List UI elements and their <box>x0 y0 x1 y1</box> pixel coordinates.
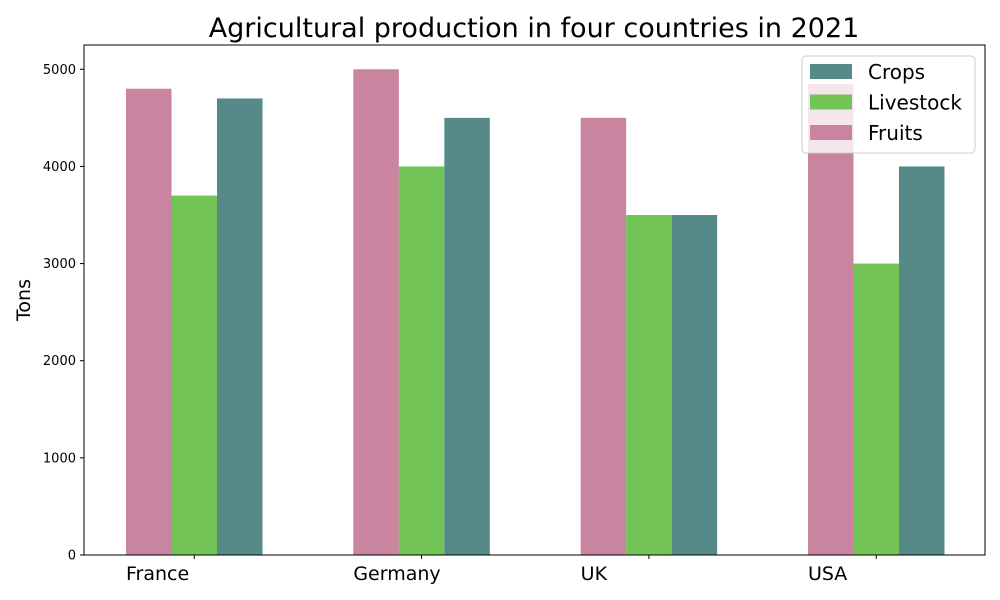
bar-crops-usa <box>898 166 945 555</box>
y-tick-label: 1000 <box>43 451 76 466</box>
bar-fruits-uk <box>580 117 627 555</box>
bar-crops-uk <box>671 215 718 555</box>
y-axis-ticks: 0 1000 2000 3000 4000 5000 <box>43 63 84 564</box>
bar-livestock-france <box>171 195 217 556</box>
x-tick-label: France <box>126 563 189 585</box>
bars-group <box>126 69 945 556</box>
legend-label-fruits: Fruits <box>868 121 923 145</box>
y-axis-label: Tons <box>13 279 35 322</box>
chart-title: Agricultural production in four countrie… <box>209 13 860 44</box>
x-tick-label: UK <box>581 563 608 585</box>
x-tick-label: USA <box>808 563 847 585</box>
plot-frame <box>83 44 986 556</box>
legend-swatch-livestock <box>810 94 852 110</box>
legend-label-livestock: Livestock <box>868 91 962 115</box>
bar-fruits-usa <box>807 83 854 555</box>
bar-crops-germany <box>444 117 490 555</box>
bar-fruits-france <box>126 88 172 555</box>
legend-swatch-crops <box>810 64 852 79</box>
y-tick-label: 2000 <box>43 354 76 369</box>
bar-livestock-uk <box>626 215 672 555</box>
bar-livestock-usa <box>853 263 899 555</box>
legend-label-crops: Crops <box>868 60 925 84</box>
bar-fruits-germany <box>353 69 399 556</box>
x-tick-label: Germany <box>353 563 440 585</box>
y-tick-label: 3000 <box>43 257 76 272</box>
y-tick-label: 0 <box>68 549 76 564</box>
legend-swatch-fruits <box>810 125 852 140</box>
x-axis-ticks: France Germany UK USA <box>126 555 877 585</box>
bar-crops-france <box>217 98 263 555</box>
legend: Crops Livestock Fruits <box>801 55 976 154</box>
y-tick-label: 5000 <box>43 63 76 78</box>
bar-livestock-germany <box>398 166 445 555</box>
y-tick-label: 4000 <box>43 160 76 175</box>
